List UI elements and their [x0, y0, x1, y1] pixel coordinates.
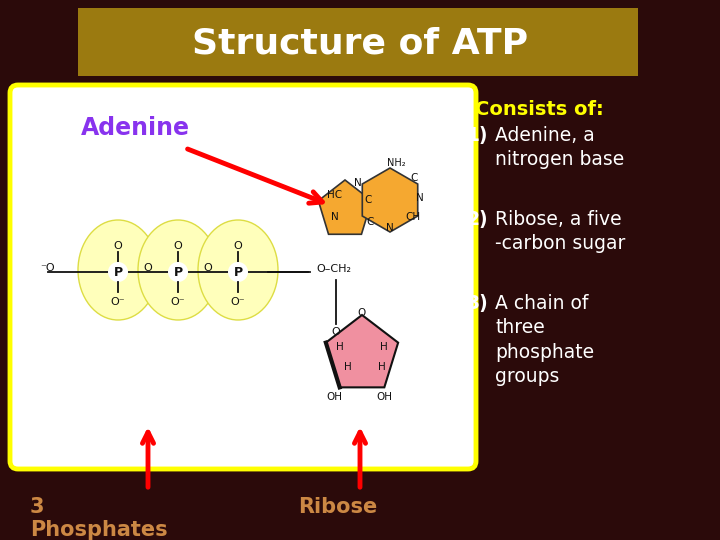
Text: P: P	[233, 266, 243, 279]
Text: Ribose: Ribose	[298, 497, 377, 517]
Text: O: O	[332, 327, 341, 337]
Polygon shape	[318, 180, 372, 234]
Text: O⁻: O⁻	[171, 297, 185, 307]
Ellipse shape	[78, 220, 158, 320]
Text: Consists of:: Consists of:	[475, 100, 604, 119]
Ellipse shape	[138, 220, 218, 320]
Text: Adenine, a
nitrogen base: Adenine, a nitrogen base	[495, 126, 624, 169]
Polygon shape	[326, 315, 398, 387]
Circle shape	[108, 262, 128, 282]
Text: HC: HC	[328, 190, 343, 200]
Text: C: C	[410, 173, 418, 183]
Text: H: H	[378, 362, 386, 372]
Text: H: H	[344, 362, 352, 372]
Text: H: H	[380, 342, 388, 352]
Text: NH₂: NH₂	[387, 158, 405, 168]
FancyBboxPatch shape	[10, 85, 476, 469]
Text: 1): 1)	[467, 126, 488, 145]
Text: N: N	[331, 212, 339, 222]
Text: C: C	[366, 217, 374, 227]
Text: P: P	[174, 266, 183, 279]
Text: O: O	[143, 263, 153, 273]
Text: O⁻: O⁻	[111, 297, 125, 307]
Circle shape	[168, 262, 188, 282]
Text: H: H	[336, 342, 344, 352]
Text: Structure of ATP: Structure of ATP	[192, 27, 528, 61]
Text: 3): 3)	[467, 294, 489, 313]
Text: OH: OH	[326, 392, 342, 402]
FancyBboxPatch shape	[78, 8, 638, 76]
Text: CH: CH	[405, 212, 420, 222]
Text: O⁻: O⁻	[230, 297, 246, 307]
Text: N: N	[354, 178, 362, 188]
Text: O–CH₂: O–CH₂	[316, 264, 351, 274]
Text: N: N	[386, 223, 394, 233]
Text: O: O	[358, 308, 366, 318]
Text: O: O	[204, 263, 212, 273]
Text: 2): 2)	[467, 210, 489, 229]
Text: O: O	[233, 241, 243, 251]
Text: ⁻O: ⁻O	[41, 263, 55, 273]
Text: P: P	[114, 266, 122, 279]
Text: OH: OH	[376, 392, 392, 402]
Text: A chain of
three
phosphate
groups: A chain of three phosphate groups	[495, 294, 594, 386]
Text: O: O	[114, 241, 122, 251]
Text: C: C	[364, 195, 372, 205]
Text: Adenine: Adenine	[81, 116, 189, 140]
Text: 3
Phosphates: 3 Phosphates	[30, 497, 168, 540]
Text: Ribose, a five
-carbon sugar: Ribose, a five -carbon sugar	[495, 210, 626, 253]
Text: O: O	[174, 241, 182, 251]
Text: N: N	[416, 193, 424, 203]
Ellipse shape	[198, 220, 278, 320]
Polygon shape	[362, 168, 418, 232]
Circle shape	[228, 262, 248, 282]
